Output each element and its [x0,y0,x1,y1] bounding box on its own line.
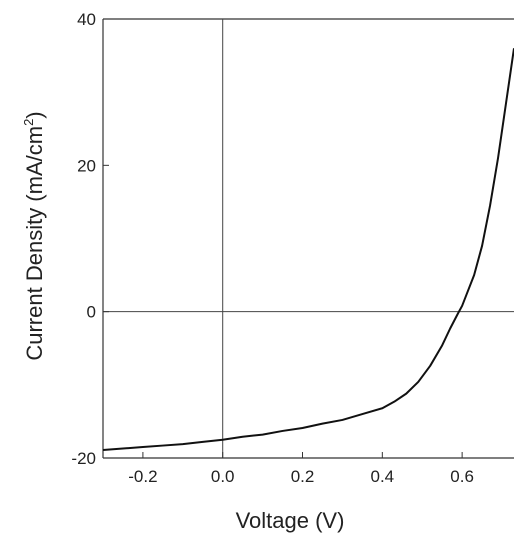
y-axis-title-close: ) [22,111,47,118]
x-tick-label: 0.2 [291,467,315,486]
x-tick-label: -0.2 [128,467,157,486]
y-tick-label: -20 [71,449,96,468]
y-axis-ticks: -20 0 20 40 [71,10,109,468]
y-tick-label: 20 [77,156,96,175]
reference-lines [103,19,514,458]
x-tick-label: 0.4 [371,467,395,486]
y-tick-label: 40 [77,10,96,29]
y-axis-title: Current Density (mA/cm2) [21,111,47,360]
y-axis-title-main: Current Density (mA/cm [22,126,47,361]
x-tick-label: 0.0 [211,467,235,486]
plot-frame [102,18,514,459]
x-tick-label: 0.6 [450,467,474,486]
y-axis-title-superscript: 2 [21,119,36,126]
jv-curve [102,48,514,451]
y-tick-label: 0 [87,303,96,322]
x-axis-ticks: -0.2 0.0 0.2 0.4 0.6 [128,452,474,486]
series-layer [102,48,514,451]
x-axis-title: Voltage (V) [236,508,345,533]
